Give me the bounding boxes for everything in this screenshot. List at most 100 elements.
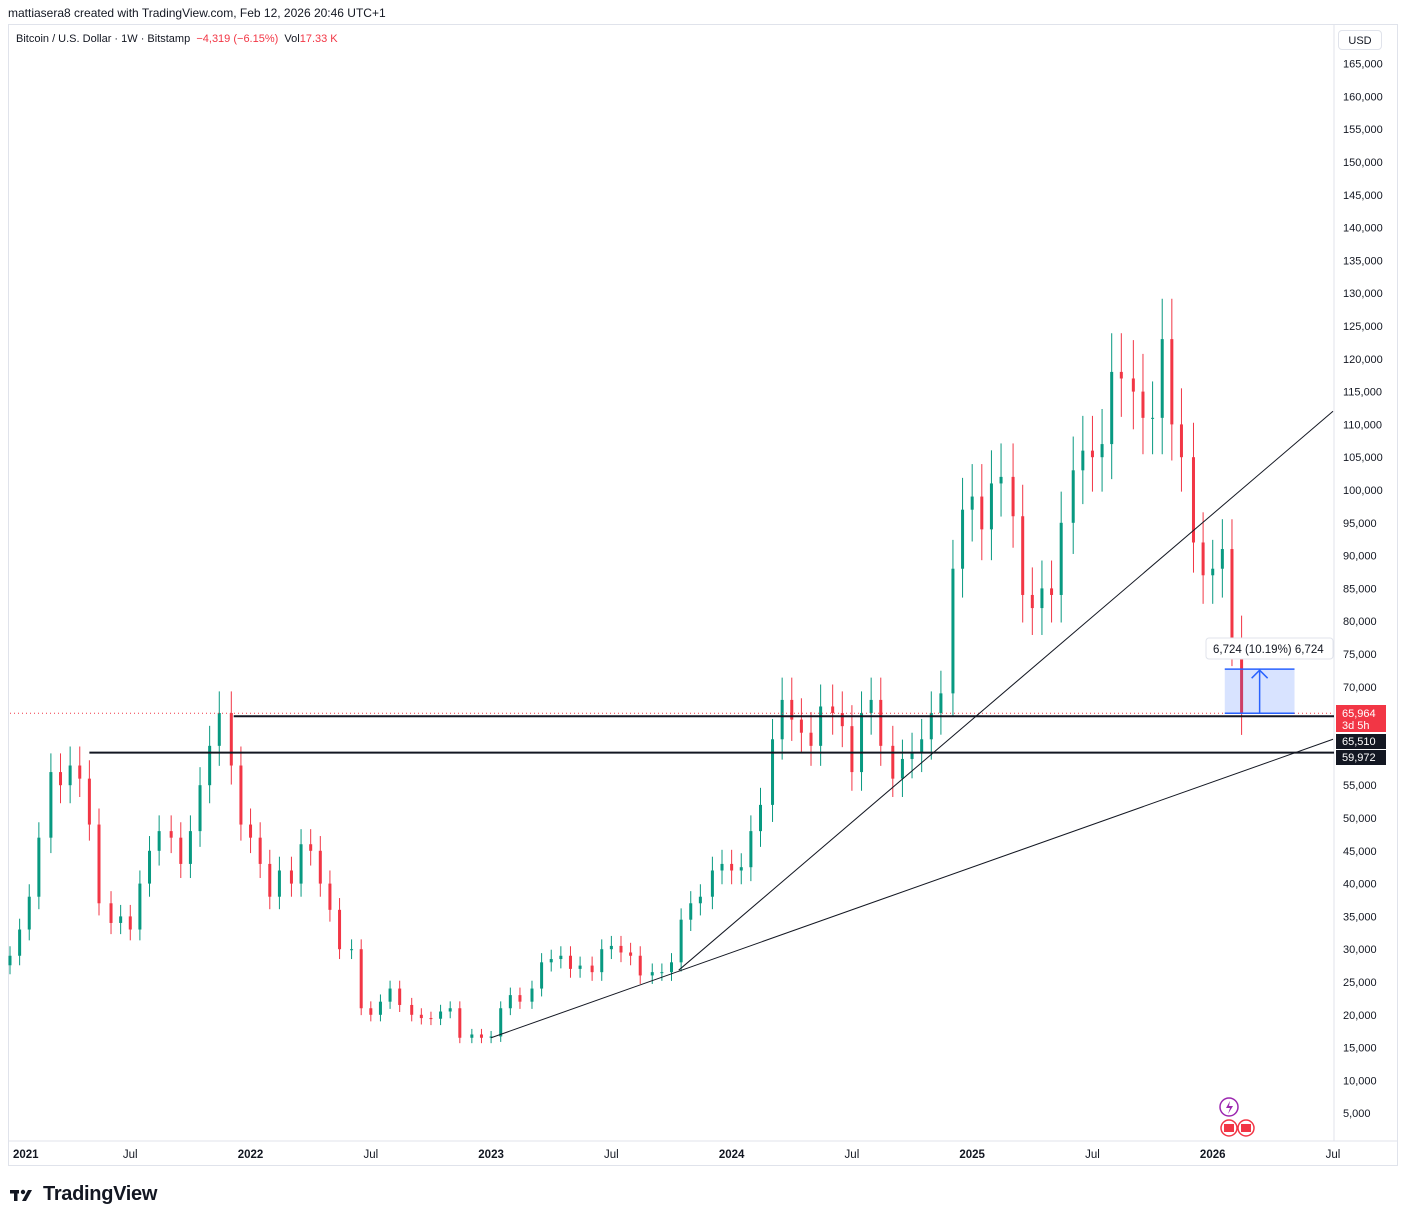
candle-body <box>258 837 262 864</box>
candle-body <box>929 713 933 740</box>
candle-body <box>1160 339 1164 418</box>
candle-body <box>939 693 943 714</box>
measure-label: 6,724 (10.19%) 6,724 <box>1213 644 1324 656</box>
price-tick-label: 105,000 <box>1343 452 1383 464</box>
candle-body <box>1201 542 1205 576</box>
price-tick-label: 10,000 <box>1343 1075 1377 1087</box>
candle-body <box>1071 470 1075 523</box>
candle-body <box>217 713 221 746</box>
candle-body <box>1220 549 1224 569</box>
price-tick-label: 75,000 <box>1343 649 1377 661</box>
flag-glyph <box>1224 1124 1234 1132</box>
candle-body <box>1021 516 1025 595</box>
candle-body <box>900 758 904 779</box>
candle-body <box>419 1014 423 1019</box>
candle-body <box>1110 371 1114 445</box>
candle-body <box>157 831 161 851</box>
candle-body <box>559 955 563 960</box>
candle-body <box>27 896 31 930</box>
price-tick-label: 30,000 <box>1343 944 1377 956</box>
candle-body <box>831 706 835 714</box>
candle-body <box>489 1036 493 1038</box>
candle-body <box>369 1008 373 1015</box>
candle-body <box>650 972 654 976</box>
price-tick-label: 85,000 <box>1343 583 1377 595</box>
arrow-up-icon <box>1251 669 1269 679</box>
candle-body <box>1240 640 1244 714</box>
candle-body <box>359 949 363 1009</box>
price-tick-label: 5,000 <box>1343 1108 1371 1120</box>
candle-body <box>1170 339 1174 425</box>
candle-body <box>669 962 674 973</box>
candle-body <box>8 955 12 966</box>
candle-body <box>429 1018 433 1020</box>
bar-countdown: 3d 5h <box>1342 720 1370 732</box>
candle-body <box>309 844 313 851</box>
candle-body <box>1179 424 1183 458</box>
candle-body <box>439 1011 443 1019</box>
candle-body <box>328 883 332 910</box>
price-tick-label: 140,000 <box>1343 223 1383 235</box>
candle-body <box>289 870 293 884</box>
price-tick-label: 165,000 <box>1343 59 1383 71</box>
time-tick-label: Jul <box>1326 1149 1341 1161</box>
price-tick-label: 80,000 <box>1343 616 1377 628</box>
candle-body <box>638 955 642 976</box>
candle-body <box>809 732 813 746</box>
price-tick-label: 55,000 <box>1343 780 1377 792</box>
candle-body <box>758 804 763 832</box>
event-icons[interactable] <box>1219 1097 1255 1137</box>
candle-body <box>338 909 342 950</box>
level-lower-badge <box>1336 750 1386 765</box>
candle-body <box>790 699 794 720</box>
volume-label: Vol <box>284 33 300 45</box>
candle-body <box>169 831 173 838</box>
price-tick-label: 35,000 <box>1343 911 1377 923</box>
trendline[interactable] <box>490 738 1334 1039</box>
level-upper-badge <box>1336 734 1386 749</box>
candle-body <box>508 995 512 1009</box>
candle-body <box>249 824 253 838</box>
candle-body <box>1131 378 1135 392</box>
candle-body <box>999 476 1003 484</box>
candle-body <box>660 972 664 974</box>
volume-value: 17.33 K <box>299 33 338 45</box>
price-tick-label: 50,000 <box>1343 813 1377 825</box>
time-tick-label: Jul <box>1085 1149 1100 1161</box>
price-tick-label: 20,000 <box>1343 1010 1377 1022</box>
candle-body <box>739 867 743 871</box>
symbol-legend[interactable]: Bitcoin / U.S. Dollar · 1W · Bitstamp −4… <box>16 33 338 45</box>
candle-body <box>780 699 784 740</box>
chart-frame <box>8 24 1398 1166</box>
price-tick-label: 100,000 <box>1343 485 1383 497</box>
candle-body <box>619 945 623 953</box>
candle-body <box>850 726 854 773</box>
candle-body <box>961 509 965 569</box>
price-tick-label: 95,000 <box>1343 518 1377 530</box>
price-tick-label: 45,000 <box>1343 846 1377 858</box>
candle-body <box>1230 549 1234 641</box>
candle-body <box>37 837 41 897</box>
candle-body <box>97 824 101 904</box>
currency-selector[interactable]: USD <box>1338 30 1382 50</box>
time-tick-label: 2025 <box>959 1149 985 1161</box>
candle-body <box>698 896 702 904</box>
candle-body <box>388 988 392 1002</box>
price-tick-label: 145,000 <box>1343 190 1383 202</box>
candle-body <box>799 719 803 733</box>
candle-body <box>578 965 582 969</box>
time-tick-label: Jul <box>845 1149 860 1161</box>
candle-body <box>239 765 243 825</box>
candle-body <box>771 739 775 805</box>
candle-body <box>1059 522 1063 595</box>
candle-body <box>59 772 63 786</box>
candle-body <box>458 1008 462 1038</box>
candle-body <box>1119 371 1123 379</box>
price-tick-label: 40,000 <box>1343 879 1377 891</box>
candle-body <box>179 837 183 864</box>
trendline[interactable] <box>678 410 1334 971</box>
candle-body <box>277 870 281 897</box>
price-tick-label: 90,000 <box>1343 551 1377 563</box>
price-tick-label: 120,000 <box>1343 354 1383 366</box>
